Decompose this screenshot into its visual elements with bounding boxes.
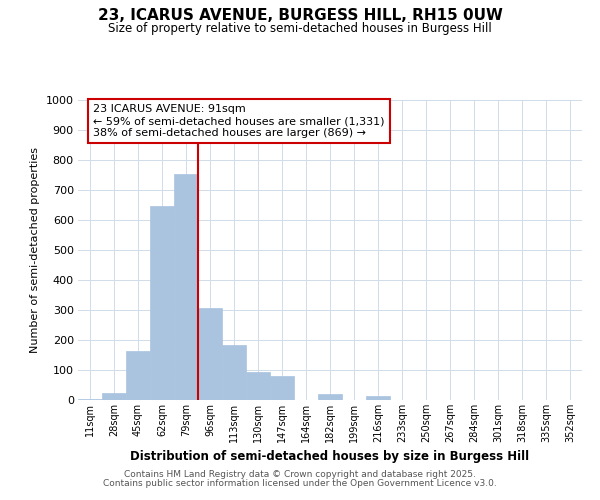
Bar <box>270 376 294 400</box>
Text: 23, ICARUS AVENUE, BURGESS HILL, RH15 0UW: 23, ICARUS AVENUE, BURGESS HILL, RH15 0U… <box>98 8 502 22</box>
Bar <box>318 394 342 400</box>
Y-axis label: Number of semi-detached properties: Number of semi-detached properties <box>30 147 40 353</box>
X-axis label: Distribution of semi-detached houses by size in Burgess Hill: Distribution of semi-detached houses by … <box>130 450 530 464</box>
Bar <box>246 372 270 400</box>
Text: Contains public sector information licensed under the Open Government Licence v3: Contains public sector information licen… <box>103 478 497 488</box>
Bar <box>126 352 150 400</box>
Bar <box>174 174 198 400</box>
Text: Contains HM Land Registry data © Crown copyright and database right 2025.: Contains HM Land Registry data © Crown c… <box>124 470 476 479</box>
Bar <box>198 308 222 400</box>
Bar <box>150 206 174 400</box>
Text: Size of property relative to semi-detached houses in Burgess Hill: Size of property relative to semi-detach… <box>108 22 492 35</box>
Bar <box>102 392 126 400</box>
Bar <box>366 396 390 400</box>
Text: 23 ICARUS AVENUE: 91sqm
← 59% of semi-detached houses are smaller (1,331)
38% of: 23 ICARUS AVENUE: 91sqm ← 59% of semi-de… <box>93 104 385 138</box>
Bar <box>222 346 246 400</box>
Bar <box>78 398 102 400</box>
